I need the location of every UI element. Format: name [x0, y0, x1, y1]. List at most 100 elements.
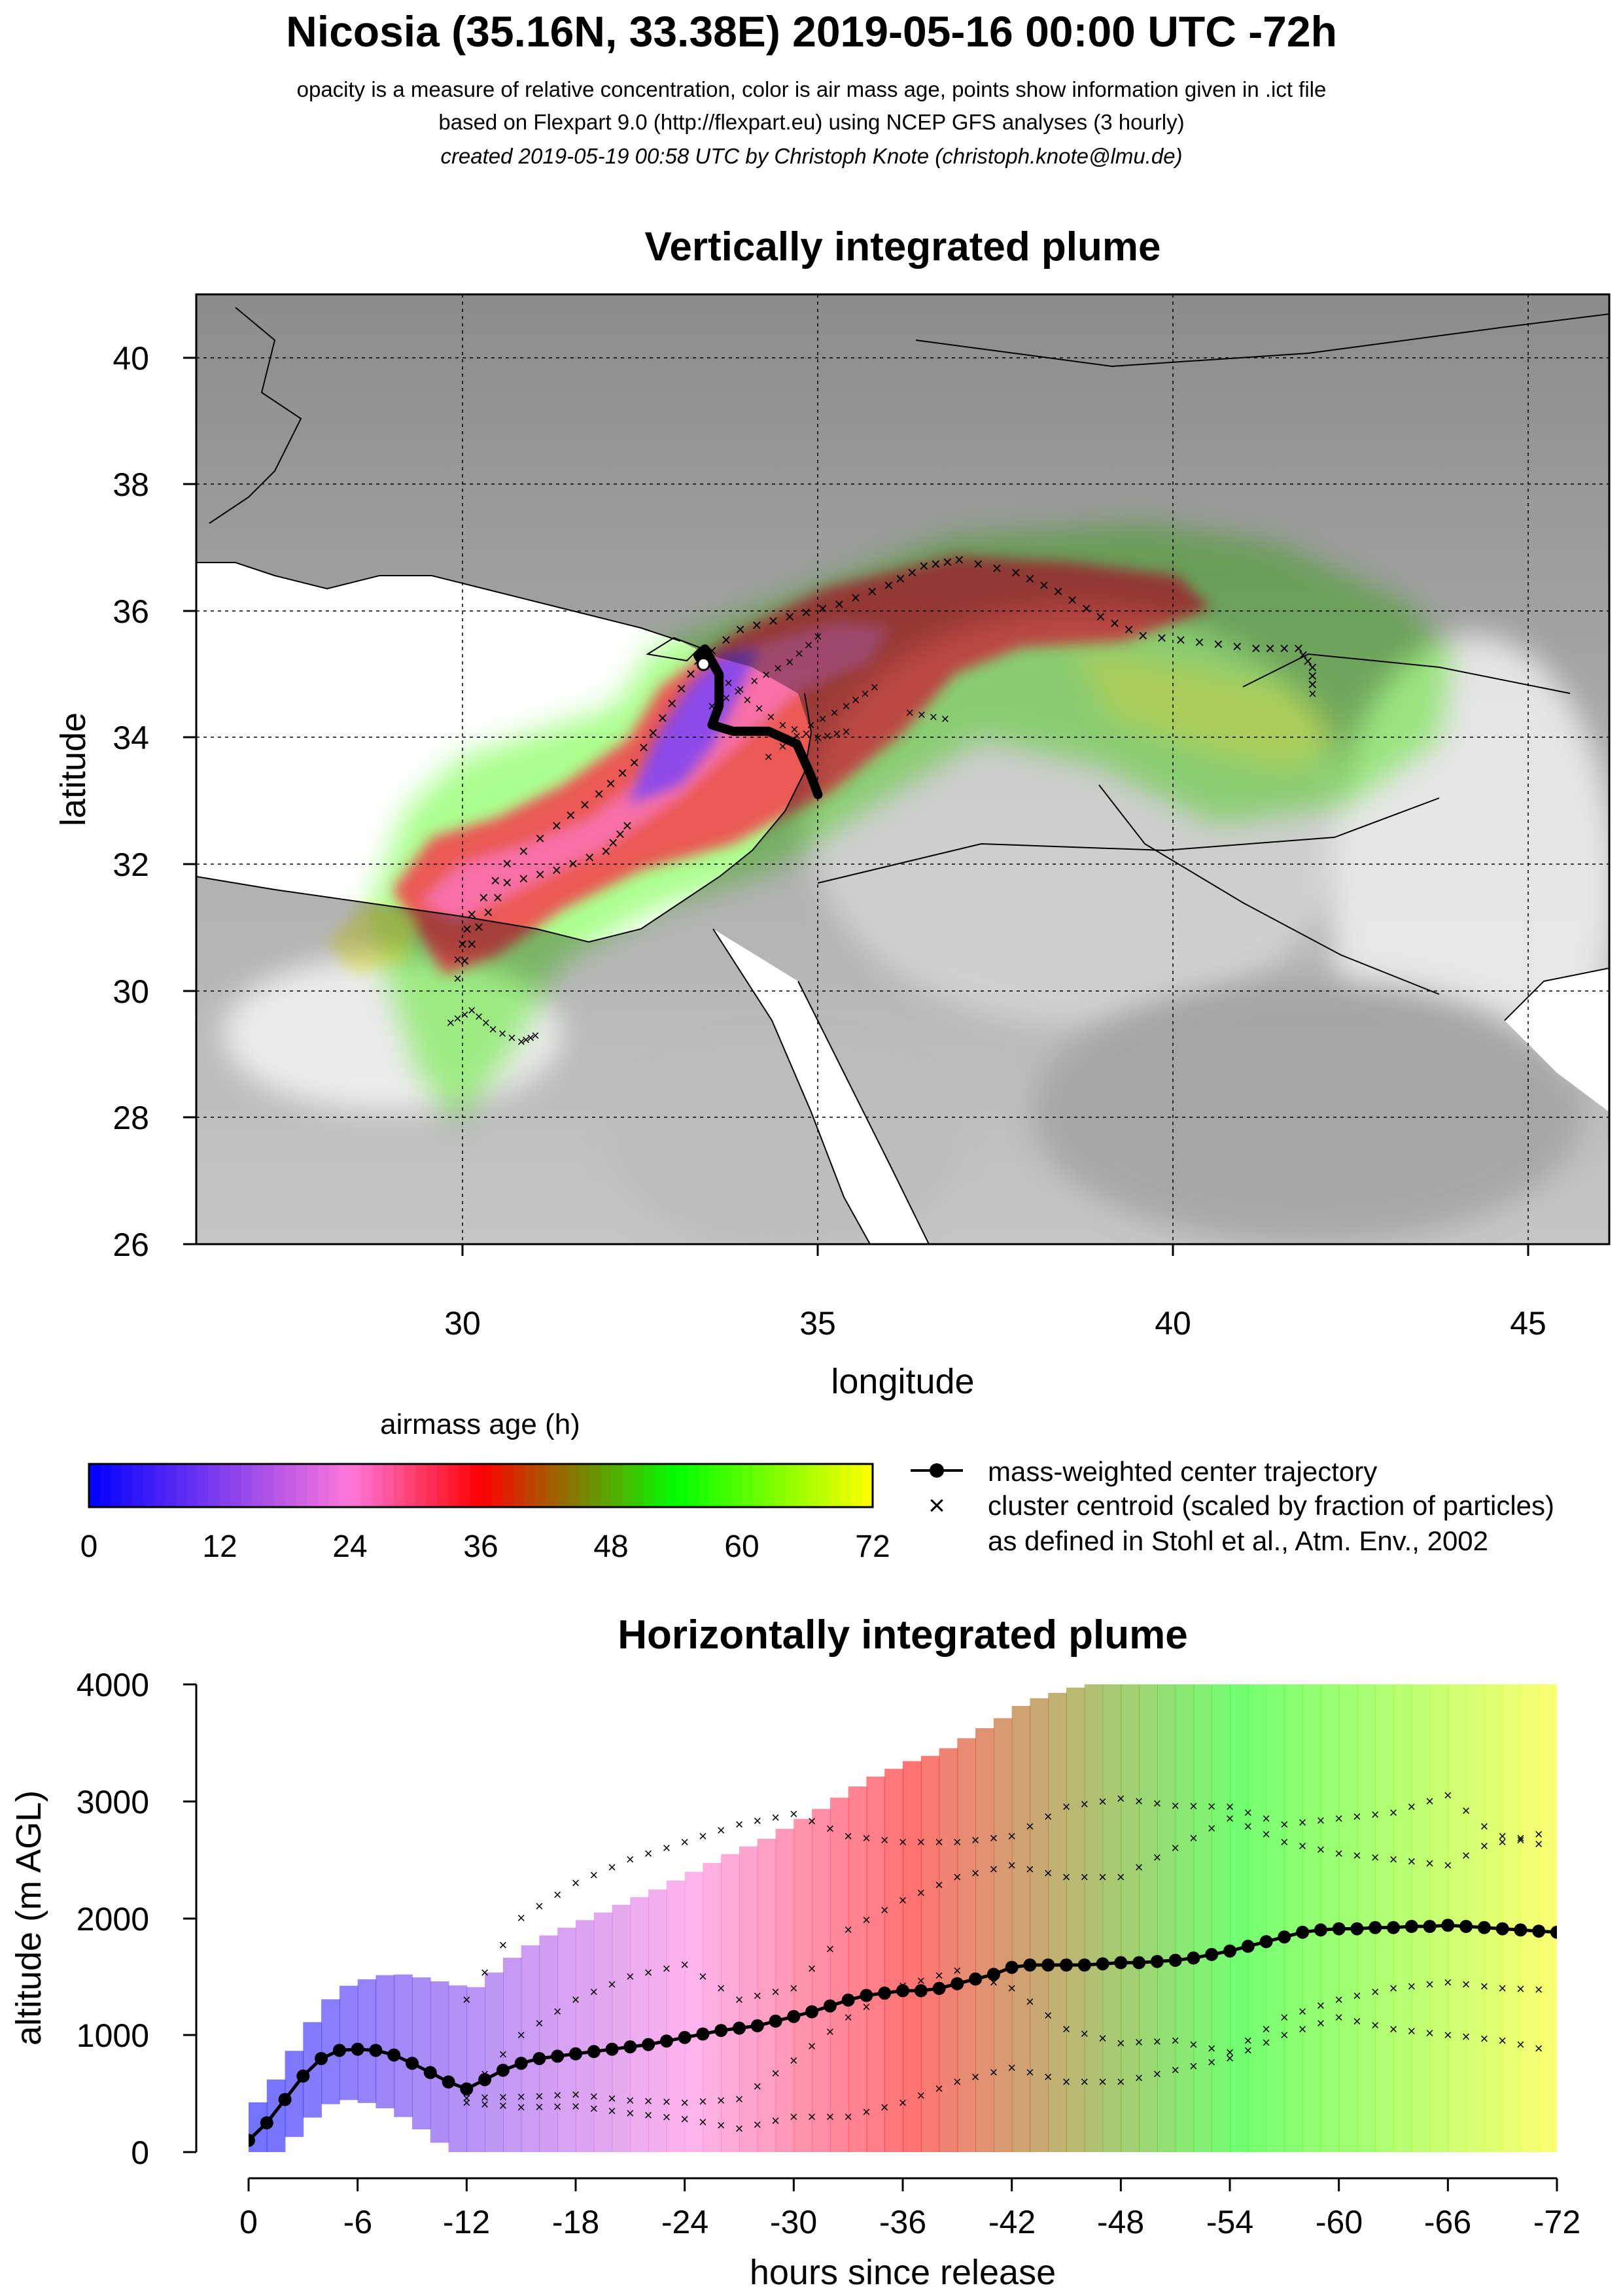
cluster-centroid-marker: ×	[734, 684, 742, 700]
altitude-xtick-label: -60	[1316, 2204, 1363, 2240]
altitude-centroid-marker: ×	[771, 2065, 780, 2081]
plume-age-band	[975, 1728, 994, 2152]
center-trajectory-point	[423, 2066, 437, 2079]
altitude-ytick-label: 3000	[77, 1784, 149, 1820]
cluster-centroid-marker: ×	[929, 708, 937, 725]
altitude-x-tick-labels: 0 -6 -12 -18 -24 -30 -36 -42 -48 -54 -60…	[239, 2204, 1580, 2240]
altitude-centroid-marker: ×	[644, 2107, 653, 2123]
cluster-centroid-marker: ×	[721, 630, 731, 650]
plume-age-band	[1557, 1684, 1576, 2152]
cluster-centroid-marker: ×	[566, 805, 576, 825]
altitude-centroid-marker: ×	[1026, 2064, 1034, 2080]
altitude-centroid-marker: ×	[608, 1859, 616, 1875]
altitude-centroid-marker: ×	[1007, 2059, 1016, 2076]
altitude-centroid-marker: ×	[735, 2091, 744, 2108]
altitude-xtick-label: -24	[661, 2204, 708, 2240]
altitude-centroid-marker: ×	[1335, 1845, 1343, 1862]
altitude-centroid-marker: ×	[1353, 1809, 1361, 1825]
altitude-centroid-marker: ×	[826, 2108, 834, 2125]
map-xtick-label: 45	[1510, 1305, 1546, 1342]
altitude-centroid-marker: ×	[735, 1992, 744, 2008]
plume-age-band	[1230, 1684, 1249, 2152]
altitude-centroid-marker: ×	[790, 1980, 798, 1996]
altitude-centroid-marker: ×	[971, 1832, 980, 1848]
center-trajectory-point	[823, 1999, 837, 2013]
altitude-centroid-marker: ×	[790, 2108, 798, 2125]
cluster-centroid-marker: ×	[453, 951, 462, 967]
altitude-centroid-marker: ×	[1480, 2030, 1488, 2047]
plume-age-band	[666, 1881, 686, 2152]
altitude-centroid-marker: ×	[1462, 1847, 1471, 1864]
cluster-centroid-marker: ×	[467, 934, 477, 954]
center-trajectory-point	[332, 2044, 346, 2057]
altitude-centroid-marker: ×	[771, 1809, 780, 1826]
altitude-centroid-marker: ×	[771, 1984, 780, 2000]
cluster-centroid-marker: ×	[814, 730, 822, 746]
cluster-centroid-marker: ×	[767, 708, 775, 725]
center-trajectory-point	[733, 2021, 746, 2035]
cluster-centroid-marker: ×	[1265, 638, 1275, 658]
plume-age-band	[1193, 1684, 1212, 2152]
altitude-centroid-marker: ×	[1080, 1796, 1089, 1813]
map-body: ××× × × × × × × × × × × × × × × × × × × × × × × × × × × × × × × × × × × × ××…	[196, 294, 1609, 1244]
colorbar-cell	[89, 1464, 101, 1507]
plume-age-band	[339, 1985, 358, 2100]
cluster-centroid-marker: ×	[608, 833, 618, 852]
altitude-center-points	[249, 1919, 1557, 2148]
altitude-centroid-marker: ×	[462, 1992, 471, 2008]
altitude-centroid-marker: ×	[899, 1834, 907, 1850]
cluster-centroid-marker: ×	[1293, 638, 1303, 658]
center-trajectory-point	[1114, 1956, 1128, 1970]
altitude-centroid-marker: ×	[916, 1834, 925, 1850]
colorbar-cell	[459, 1464, 470, 1507]
map-xtick-label: 30	[444, 1305, 481, 1342]
altitude-centroid-marker: ×	[808, 2038, 816, 2055]
cluster-centroid-marker: ×	[522, 1032, 531, 1048]
center-trajectory-point	[569, 2047, 582, 2061]
altitude-centroid-marker: ×	[644, 2093, 653, 2110]
center-trajectory-point	[678, 2030, 691, 2044]
colorbar-cell	[360, 1464, 373, 1507]
altitude-centroid-marker: ×	[1226, 1799, 1234, 1815]
colorbar-cell	[535, 1464, 547, 1507]
center-trajectory-point	[1168, 1953, 1182, 1967]
altitude-centroid-marker: ×	[935, 1968, 943, 1984]
plume-age-band	[1011, 1705, 1031, 2152]
cluster-centroid-marker: ×	[785, 607, 795, 627]
cluster-centroid-marker: ×	[905, 704, 914, 721]
altitude-centroid-marker: ×	[1189, 2036, 1198, 2053]
altitude-centroid-marker: ×	[1062, 2021, 1071, 2037]
colorbar-cell	[186, 1464, 198, 1507]
center-trajectory-point	[1259, 1935, 1273, 1949]
colorbar-cell	[111, 1464, 122, 1507]
center-trajectory-point	[1187, 1951, 1200, 1965]
altitude-centroid-marker: ×	[535, 1898, 544, 1915]
altitude-centroid-marker: ×	[1444, 1974, 1452, 1991]
altitude-centroid-marker: ×	[808, 1960, 816, 1977]
map-ytick-label: 40	[113, 340, 149, 377]
altitude-centroid-marker: ×	[1425, 1976, 1434, 1992]
colorbar-cell	[850, 1464, 862, 1507]
altitude-centroid-marker: ×	[572, 2086, 580, 2102]
center-trajectory-point	[1459, 1920, 1473, 1933]
altitude-centroid-marker: ×	[589, 1984, 598, 2000]
plume-age-band	[357, 1979, 377, 2103]
altitude-centroid-marker: ×	[1244, 2032, 1252, 2049]
cluster-centroid-marker: ×	[667, 693, 677, 713]
plume-age-band	[394, 1974, 413, 2117]
center-trajectory-point	[1405, 1920, 1418, 1933]
map-ytick-label: 30	[113, 973, 149, 1010]
altitude-centroid-marker: ×	[953, 1869, 962, 1885]
altitude-centroid-marker: ×	[881, 1832, 889, 1848]
map-frame	[195, 293, 1611, 1245]
altitude-centroid-marker: ×	[1226, 2044, 1234, 2061]
center-trajectory-point	[478, 2073, 492, 2087]
altitude-centroid-marker: ×	[572, 2098, 580, 2114]
altitude-xtick-label: -72	[1533, 2204, 1580, 2240]
altitude-centroid-marker: ×	[1299, 1837, 1307, 1854]
altitude-centroid-marker: ×	[1371, 1984, 1380, 2000]
center-trajectory-point	[1369, 1921, 1382, 1934]
center-trajectory-point	[496, 2063, 510, 2077]
altitude-xtick-label: 0	[239, 2204, 258, 2240]
altitude-centroid-marker: ×	[1335, 2009, 1343, 2025]
